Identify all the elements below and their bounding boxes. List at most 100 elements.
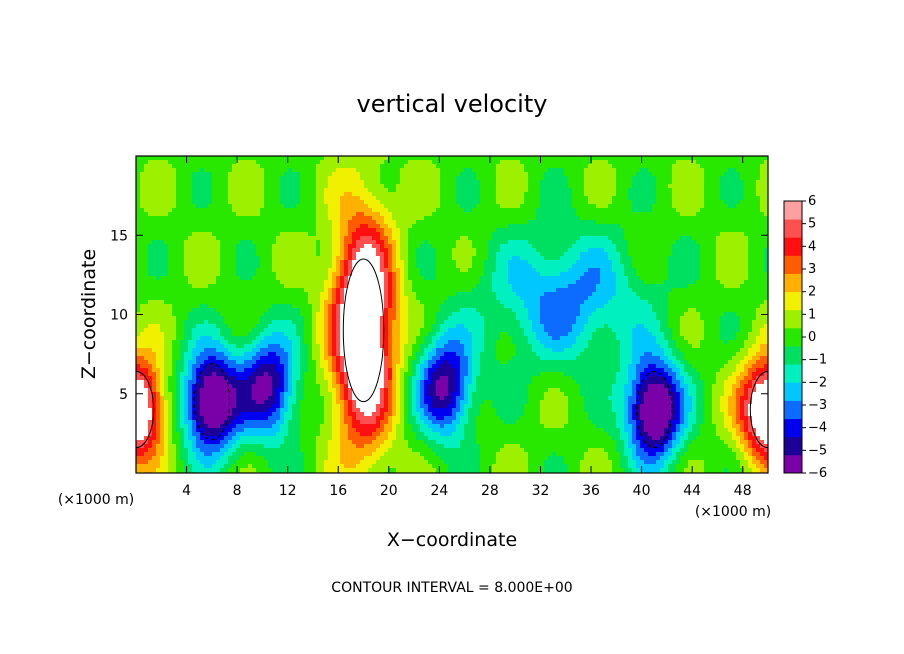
heatmap-cell [440, 264, 445, 269]
heatmap-cell [560, 176, 565, 181]
heatmap-cell [552, 236, 557, 241]
heatmap-cell [564, 196, 569, 201]
heatmap-cell [332, 280, 337, 285]
heatmap-cell [492, 256, 497, 261]
heatmap-cell [596, 192, 601, 197]
heatmap-cell [328, 224, 333, 229]
heatmap-cell [396, 232, 401, 237]
heatmap-cell [632, 260, 637, 265]
heatmap-cell [192, 264, 197, 269]
heatmap-cell [600, 204, 605, 209]
heatmap-cell [520, 248, 525, 253]
heatmap-cell [500, 260, 505, 265]
heatmap-cell [356, 248, 361, 253]
heatmap-cell [136, 280, 141, 285]
heatmap-cell [304, 188, 309, 193]
heatmap-cell [692, 244, 697, 249]
heatmap-cell [172, 156, 177, 161]
heatmap-cell [660, 180, 665, 185]
heatmap-cell [496, 256, 501, 261]
heatmap-cell [260, 168, 265, 173]
heatmap-cell [704, 176, 709, 181]
heatmap-cell [220, 248, 225, 253]
heatmap-cell [184, 204, 189, 209]
heatmap-cell [520, 176, 525, 181]
heatmap-cell [748, 216, 753, 221]
heatmap-cell [636, 268, 641, 273]
heatmap-cell [540, 172, 545, 177]
heatmap-cell [256, 164, 261, 169]
heatmap-cell [484, 204, 489, 209]
heatmap-cell [296, 168, 301, 173]
heatmap-cell [152, 276, 157, 281]
heatmap-cell [188, 268, 193, 273]
heatmap-cell [332, 192, 337, 197]
heatmap-cell [400, 268, 405, 273]
heatmap-cell [312, 276, 317, 281]
heatmap-cell [752, 268, 757, 273]
heatmap-cell [724, 236, 729, 241]
heatmap-cell [672, 172, 677, 177]
heatmap-cell [224, 240, 229, 245]
heatmap-cell [276, 156, 281, 161]
heatmap-cell [328, 188, 333, 193]
heatmap-cell [572, 164, 577, 169]
heatmap-cell [544, 212, 549, 217]
heatmap-cell [248, 160, 253, 165]
heatmap-cell [248, 208, 253, 213]
heatmap-cell [180, 184, 185, 189]
heatmap-cell [156, 232, 161, 237]
heatmap-cell [204, 256, 209, 261]
heatmap-cell [292, 276, 297, 281]
heatmap-cell [260, 172, 265, 177]
heatmap-cell [444, 196, 449, 201]
heatmap-cell [332, 156, 337, 161]
heatmap-cell [480, 256, 485, 261]
heatmap-cell [196, 232, 201, 237]
heatmap-cell [388, 276, 393, 281]
heatmap-cell [160, 248, 165, 253]
heatmap-cell [172, 244, 177, 249]
heatmap-cell [484, 176, 489, 181]
heatmap-cell [712, 244, 717, 249]
heatmap-cell [216, 160, 221, 165]
heatmap-cell [256, 188, 261, 193]
heatmap-cell [220, 180, 225, 185]
heatmap-cell [644, 216, 649, 221]
heatmap-cell [720, 172, 725, 177]
heatmap-cell [324, 164, 329, 169]
heatmap-cell [476, 204, 481, 209]
heatmap-cell [384, 164, 389, 169]
heatmap-cell [712, 256, 717, 261]
heatmap-cell [704, 156, 709, 161]
heatmap-cell [732, 248, 737, 253]
heatmap-cell [500, 268, 505, 273]
heatmap-cell [464, 220, 469, 225]
heatmap-cell [456, 172, 461, 177]
heatmap-cell [380, 232, 385, 237]
heatmap-cell [604, 240, 609, 245]
heatmap-cell [520, 228, 525, 233]
heatmap-cell [664, 192, 669, 197]
heatmap-cell [432, 192, 437, 197]
heatmap-cell [568, 244, 573, 249]
heatmap-cell [152, 168, 157, 173]
heatmap-cell [620, 272, 625, 277]
heatmap-cell [424, 232, 429, 237]
heatmap-cell [700, 232, 705, 237]
heatmap-cell [696, 236, 701, 241]
heatmap-cell [680, 244, 685, 249]
heatmap-cell [716, 244, 721, 249]
heatmap-cell [684, 232, 689, 237]
heatmap-cell [404, 200, 409, 205]
heatmap-cell [672, 220, 677, 225]
heatmap-cell [536, 260, 541, 265]
heatmap-cell [312, 232, 317, 237]
heatmap-cell [224, 252, 229, 257]
heatmap-cell [156, 256, 161, 261]
heatmap-cell [300, 272, 305, 277]
heatmap-cell [672, 212, 677, 217]
heatmap-cell [460, 188, 465, 193]
heatmap-cell [504, 224, 509, 229]
heatmap-cell [548, 160, 553, 165]
